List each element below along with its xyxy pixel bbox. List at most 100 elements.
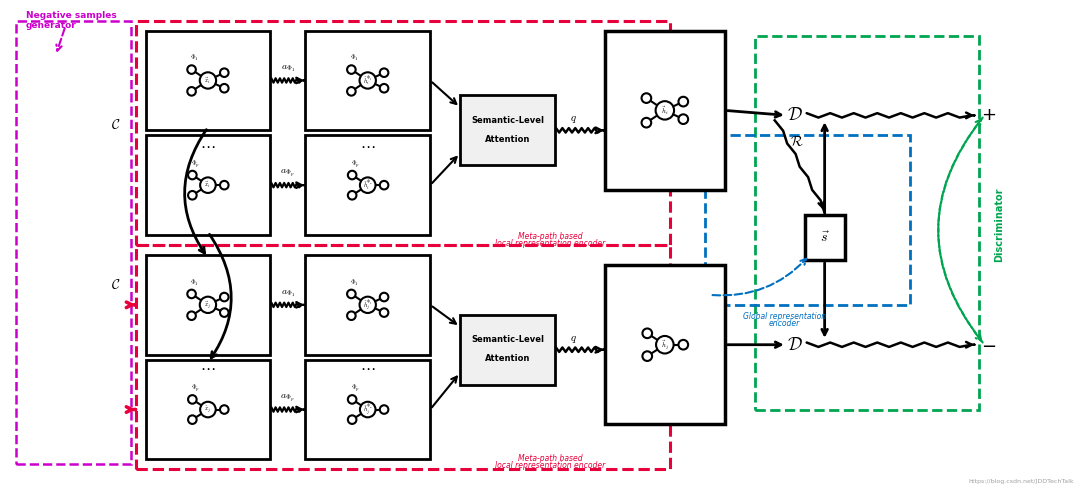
Circle shape <box>220 405 229 414</box>
Text: $a_{\Phi_1}$: $a_{\Phi_1}$ <box>281 288 295 299</box>
Text: $\tilde{h}_i^{\Phi_p}$: $\tilde{h}_i^{\Phi_p}$ <box>363 179 373 192</box>
Circle shape <box>188 171 197 179</box>
Text: $\vec{h}_i$: $\vec{h}_i$ <box>661 104 669 117</box>
Text: $a_{\Phi_1}$: $a_{\Phi_1}$ <box>281 64 295 74</box>
Text: $\tilde{h}_j^{\Phi_p}$: $\tilde{h}_j^{\Phi_p}$ <box>363 402 373 416</box>
Circle shape <box>656 101 674 120</box>
Circle shape <box>678 114 688 124</box>
Circle shape <box>380 293 389 301</box>
Text: $\mathcal{R}$: $\mathcal{R}$ <box>789 135 804 149</box>
Bar <box>755 36 980 410</box>
Text: $\cdots$: $\cdots$ <box>360 360 376 375</box>
Bar <box>805 215 845 260</box>
Text: $\vec{x}_i$: $\vec{x}_i$ <box>204 180 212 190</box>
Text: $+$: $+$ <box>982 106 997 124</box>
Circle shape <box>348 416 356 424</box>
Text: local representation encoder: local representation encoder <box>495 239 605 248</box>
Circle shape <box>200 296 216 313</box>
Text: $\Phi_1$: $\Phi_1$ <box>350 278 359 288</box>
Text: $\vec{x}_j$: $\vec{x}_j$ <box>204 299 212 311</box>
Bar <box>306 30 430 130</box>
Circle shape <box>187 312 195 320</box>
Circle shape <box>188 191 197 199</box>
Text: $\mathcal{C}$: $\mathcal{C}$ <box>111 119 120 132</box>
Circle shape <box>220 84 229 93</box>
Text: Negative samples: Negative samples <box>26 11 117 20</box>
Text: $\mathcal{D}$: $\mathcal{D}$ <box>786 336 802 354</box>
Circle shape <box>347 65 355 74</box>
Text: $\tilde{h}_i^{\Phi_1}$: $\tilde{h}_i^{\Phi_1}$ <box>363 74 373 87</box>
Circle shape <box>347 87 355 96</box>
Circle shape <box>188 395 197 404</box>
Bar <box>705 135 909 305</box>
Bar <box>135 21 670 245</box>
Circle shape <box>347 290 355 298</box>
Text: Semantic-Level: Semantic-Level <box>471 335 544 344</box>
Text: $-$: $-$ <box>982 336 997 354</box>
Text: Attention: Attention <box>485 135 530 144</box>
Circle shape <box>643 328 652 338</box>
Text: $\cdots$: $\cdots$ <box>200 138 216 153</box>
Circle shape <box>678 97 688 106</box>
Bar <box>146 255 270 355</box>
Bar <box>146 360 270 460</box>
Text: https://blog.csdn.net/JDDTechTalk: https://blog.csdn.net/JDDTechTalk <box>969 479 1075 484</box>
Text: $q$: $q$ <box>570 114 577 125</box>
Bar <box>16 21 131 465</box>
Circle shape <box>380 308 389 317</box>
Text: $\Phi_p$: $\Phi_p$ <box>351 383 360 394</box>
Circle shape <box>200 402 216 417</box>
Circle shape <box>188 416 197 424</box>
Text: local representation encoder: local representation encoder <box>495 462 605 470</box>
Text: $\Phi_1$: $\Phi_1$ <box>190 53 199 63</box>
Text: $\tilde{h}_j^{\Phi_1}$: $\tilde{h}_j^{\Phi_1}$ <box>363 298 373 312</box>
Text: $\Phi_p$: $\Phi_p$ <box>191 158 200 170</box>
Circle shape <box>643 351 652 361</box>
Circle shape <box>360 402 376 417</box>
Circle shape <box>220 308 229 317</box>
Circle shape <box>360 296 376 313</box>
Circle shape <box>348 171 356 179</box>
Circle shape <box>220 293 229 301</box>
Bar <box>460 96 555 165</box>
Circle shape <box>187 290 195 298</box>
Circle shape <box>380 405 389 414</box>
Circle shape <box>380 69 389 77</box>
Circle shape <box>200 73 216 89</box>
Circle shape <box>220 69 229 77</box>
Text: generator: generator <box>26 21 77 29</box>
Circle shape <box>642 93 651 103</box>
Bar <box>306 255 430 355</box>
Circle shape <box>656 336 674 353</box>
Bar <box>460 315 555 385</box>
Text: $\cdots$: $\cdots$ <box>360 138 376 153</box>
Circle shape <box>380 84 389 93</box>
Text: $\mathcal{D}$: $\mathcal{D}$ <box>786 106 802 124</box>
Bar <box>146 30 270 130</box>
Bar <box>306 360 430 460</box>
Text: encoder: encoder <box>769 319 800 328</box>
Bar <box>135 245 670 469</box>
Text: $a_{\Phi_p}$: $a_{\Phi_p}$ <box>281 392 295 404</box>
Circle shape <box>360 73 376 89</box>
Text: Discriminator: Discriminator <box>995 188 1004 262</box>
Circle shape <box>678 340 688 349</box>
Text: Attention: Attention <box>485 354 530 363</box>
Text: $\vec{x}_i$: $\vec{x}_i$ <box>204 75 212 86</box>
Circle shape <box>642 118 651 127</box>
Text: $\vec{h}_j$: $\vec{h}_j$ <box>661 338 669 352</box>
Circle shape <box>220 181 229 190</box>
Text: Global representation: Global representation <box>743 312 826 321</box>
Text: $\Phi_p$: $\Phi_p$ <box>191 383 200 394</box>
Text: Semantic-Level: Semantic-Level <box>471 116 544 125</box>
Text: Meta-path based: Meta-path based <box>517 232 582 241</box>
Text: $\tilde{x}_j$: $\tilde{x}_j$ <box>204 404 212 415</box>
Circle shape <box>200 177 216 193</box>
Bar <box>306 135 430 235</box>
Bar <box>146 135 270 235</box>
Text: Meta-path based: Meta-path based <box>517 454 582 464</box>
Text: $\vec{s}$: $\vec{s}$ <box>820 230 829 245</box>
Text: $\Phi_p$: $\Phi_p$ <box>351 158 360 170</box>
Circle shape <box>347 312 355 320</box>
Circle shape <box>380 181 389 190</box>
